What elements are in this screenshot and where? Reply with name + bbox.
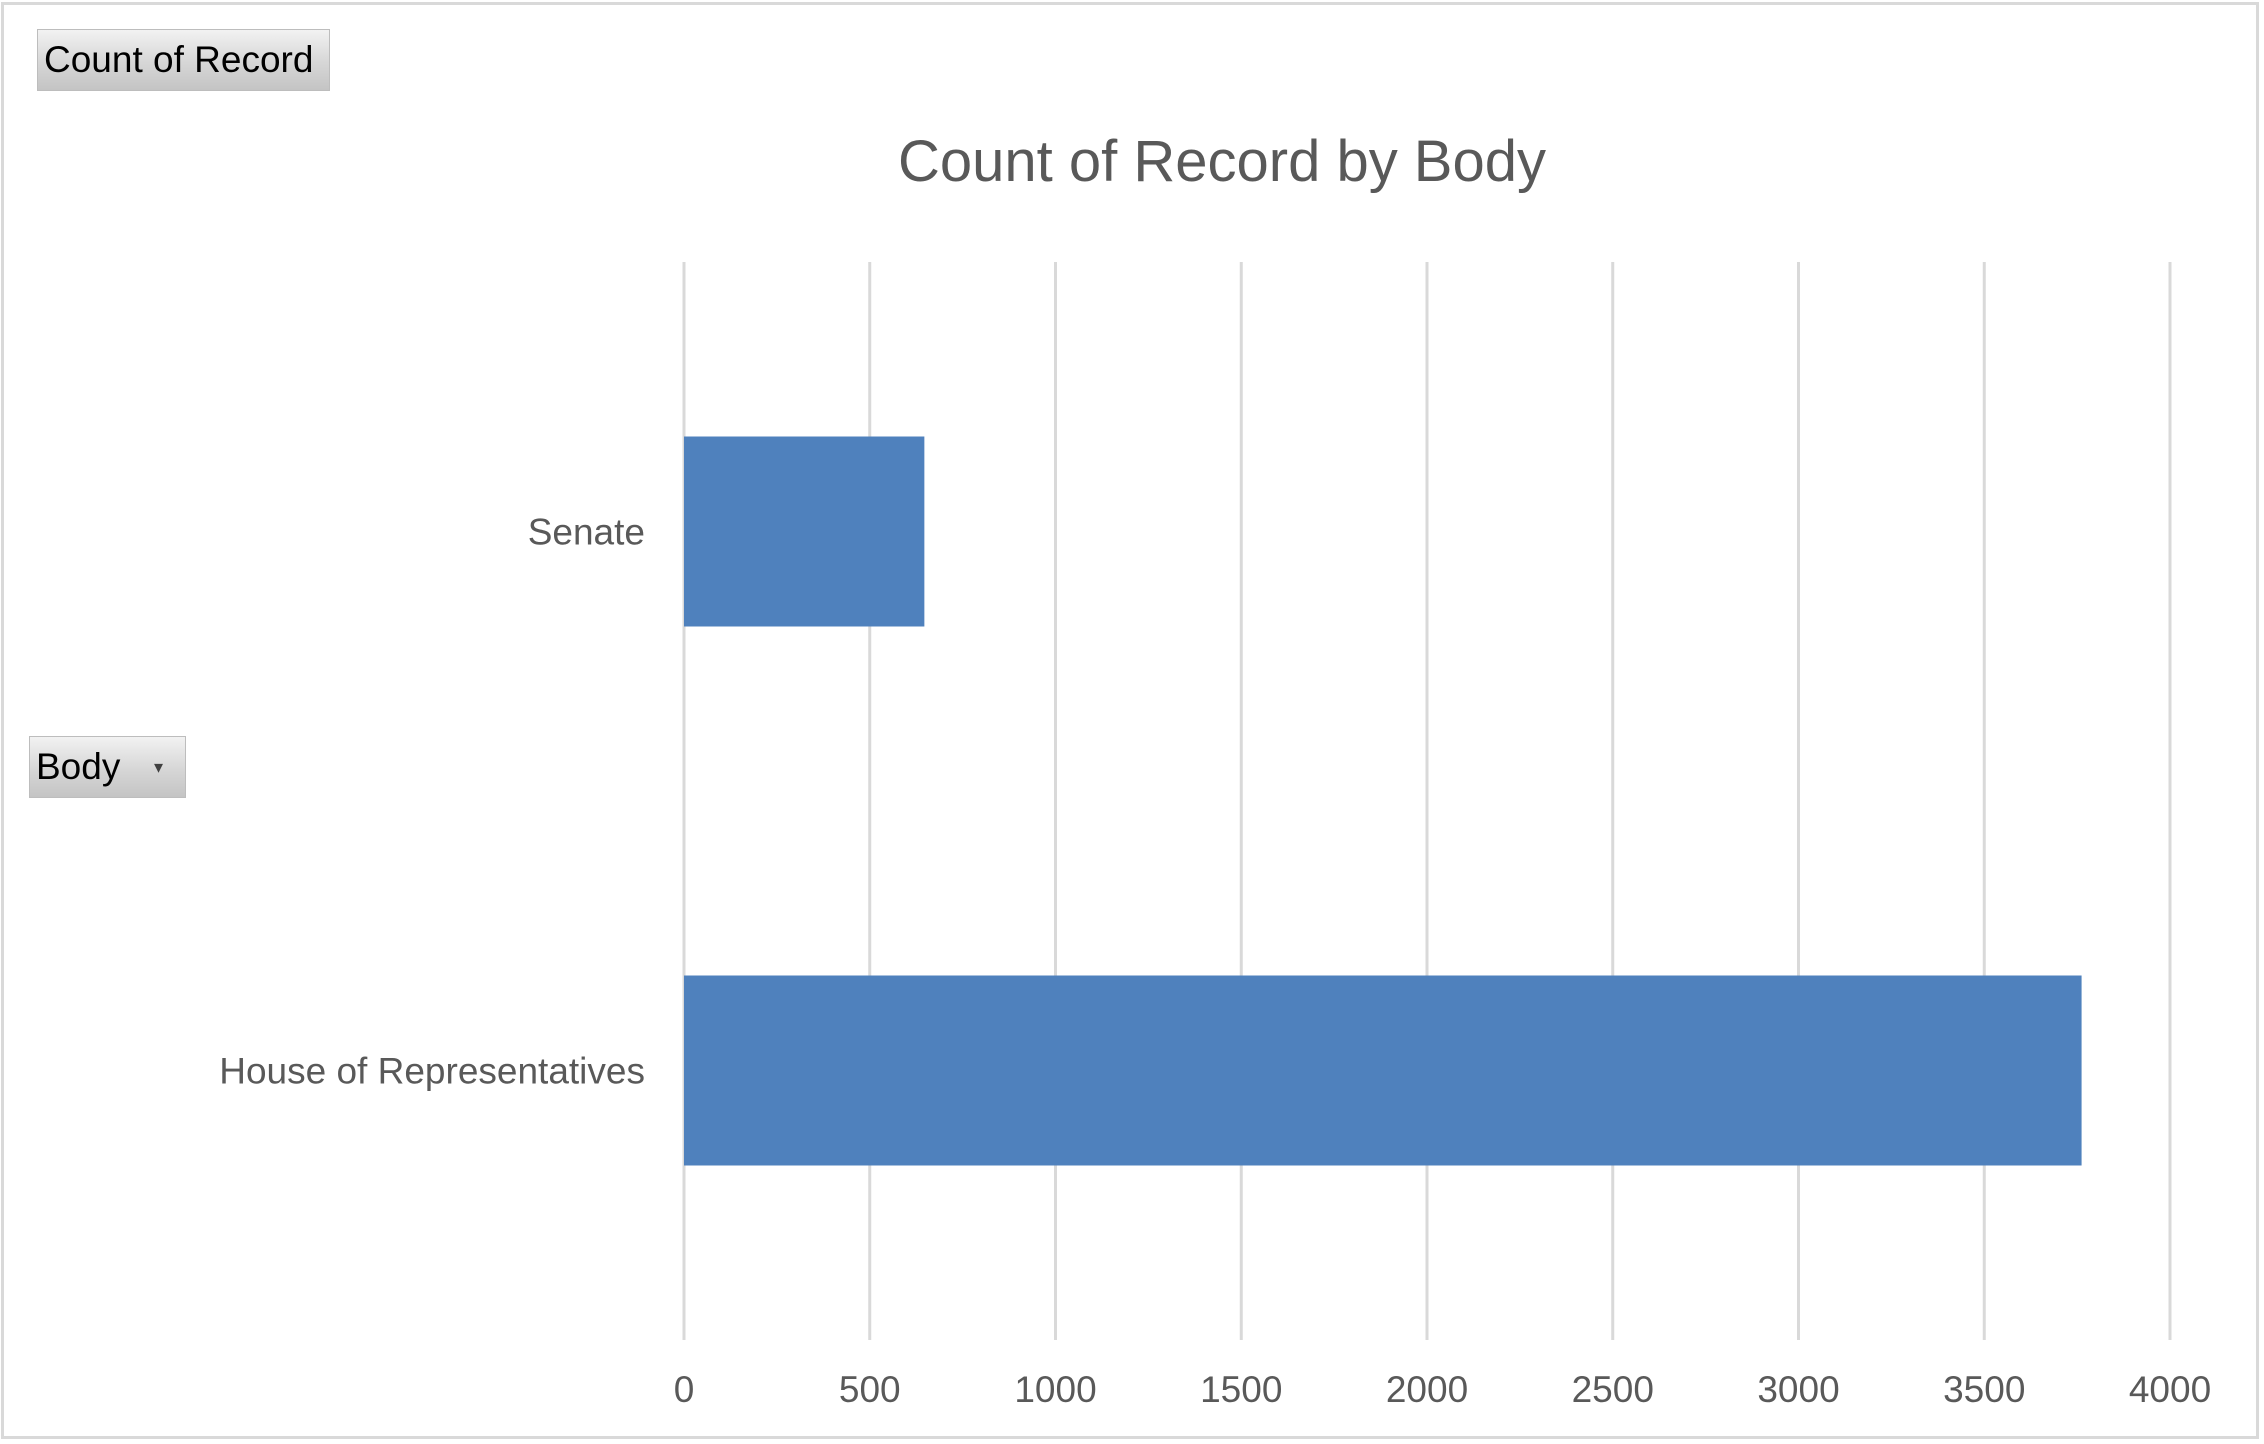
x-tick-label: 4000 <box>2129 1369 2211 1410</box>
x-tick-label: 3500 <box>1943 1369 2025 1410</box>
dropdown-arrow-icon[interactable]: ▾ <box>153 757 163 777</box>
x-tick-label: 500 <box>839 1369 901 1410</box>
x-tick-label: 0 <box>674 1369 695 1410</box>
x-tick-label: 2000 <box>1386 1369 1468 1410</box>
x-tick-label: 3000 <box>1757 1369 1839 1410</box>
chart-title: Count of Record by Body <box>897 129 1547 194</box>
category-label: House of Representatives <box>219 1051 645 1092</box>
x-tick-label: 1500 <box>1200 1369 1282 1410</box>
bar-house-of-representatives[interactable] <box>684 975 2082 1166</box>
axis-field-label: Body <box>36 746 121 787</box>
bar-senate[interactable] <box>684 436 925 627</box>
axis-field-button[interactable]: Body ▾ <box>29 736 186 798</box>
x-tick-label: 1000 <box>1014 1369 1096 1410</box>
x-tick-label: 2500 <box>1572 1369 1654 1410</box>
category-label: Senate <box>528 512 645 553</box>
values-field-label: Count of Record <box>44 39 314 80</box>
values-field-button[interactable]: Count of Record <box>37 29 330 91</box>
